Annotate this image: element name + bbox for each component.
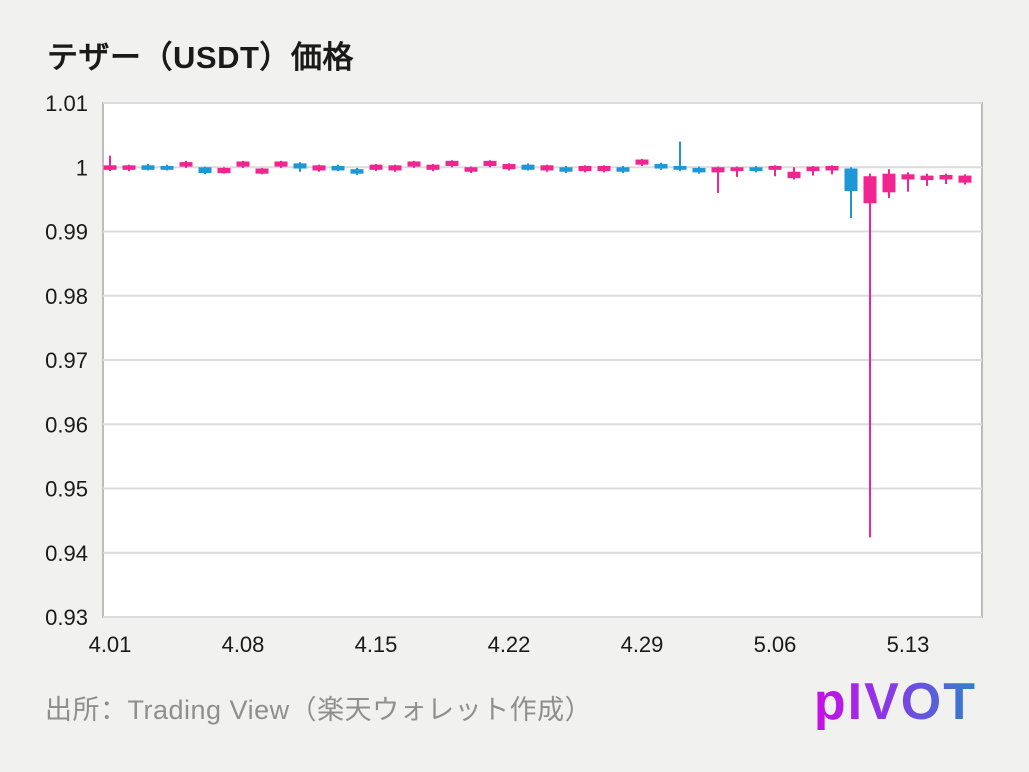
candle-body — [749, 167, 763, 172]
candle-body — [236, 161, 250, 167]
candle-body — [635, 159, 649, 165]
y-tick-label: 0.95 — [45, 477, 88, 502]
candle-body — [578, 165, 592, 172]
candle-body — [692, 167, 706, 173]
candle-body — [255, 168, 269, 174]
x-tick-label: 4.08 — [222, 632, 265, 657]
y-tick-label: 0.93 — [45, 605, 88, 630]
candle-body — [483, 160, 497, 166]
source-attribution: 出所：Trading View（楽天ウォレット作成） — [45, 695, 593, 725]
candle-body — [768, 165, 782, 170]
candle-body — [540, 165, 554, 171]
candle-body — [882, 173, 896, 193]
candle-body — [369, 164, 383, 170]
pivot-logo: pivot — [814, 672, 977, 732]
y-tick-label: 0.96 — [45, 412, 88, 437]
candle-body — [198, 167, 212, 174]
candle-body — [464, 167, 478, 172]
x-tick-label: 5.06 — [754, 632, 797, 657]
y-tick-label: 1 — [76, 155, 88, 180]
candle-body — [217, 167, 231, 174]
y-tick-label: 0.94 — [45, 541, 88, 566]
candle-body — [388, 165, 402, 171]
candle-body — [901, 174, 915, 180]
candle-body — [274, 161, 288, 167]
candle-body — [863, 176, 877, 204]
candle-body — [844, 168, 858, 192]
x-tick-label: 4.15 — [355, 632, 398, 657]
candle-body — [787, 171, 801, 179]
x-tick-label: 4.01 — [89, 632, 132, 657]
chart-title: テザー（USDT）価格 — [47, 40, 354, 75]
x-tick-label: 5.13 — [887, 632, 930, 657]
candle-body — [521, 164, 535, 170]
candle-body — [103, 165, 117, 170]
y-tick-label: 1.01 — [45, 91, 88, 116]
candle-body — [122, 165, 136, 170]
candle-body — [160, 165, 174, 170]
x-tick-label: 4.22 — [488, 632, 531, 657]
candle-body — [179, 162, 193, 167]
pivot-logo-rest-letters: ivot — [847, 673, 977, 731]
candle-body — [407, 161, 421, 167]
candle-body — [939, 174, 953, 180]
candle-body — [825, 165, 839, 171]
candle-body — [654, 164, 668, 169]
candle-body — [597, 165, 611, 172]
candle-body — [920, 175, 934, 181]
candle-body — [559, 167, 573, 172]
candle-body — [293, 163, 307, 169]
candle-body — [426, 164, 440, 170]
y-tick-label: 0.97 — [45, 348, 88, 373]
candle-body — [730, 167, 744, 172]
candle-body — [806, 166, 820, 172]
x-tick-label: 4.29 — [621, 632, 664, 657]
candle-body — [331, 165, 345, 171]
y-tick-label: 0.98 — [45, 284, 88, 309]
candle-body — [502, 164, 516, 170]
pivot-logo-first-letter: p — [813, 673, 848, 731]
candle-body — [141, 165, 155, 170]
candle-body — [958, 175, 972, 183]
candle-body — [312, 165, 326, 171]
candle-body — [673, 165, 687, 170]
candle-body — [616, 167, 630, 172]
y-tick-label: 0.99 — [45, 220, 88, 245]
candle-body — [711, 167, 725, 173]
candle-body — [445, 160, 459, 166]
candle-body — [350, 169, 364, 174]
